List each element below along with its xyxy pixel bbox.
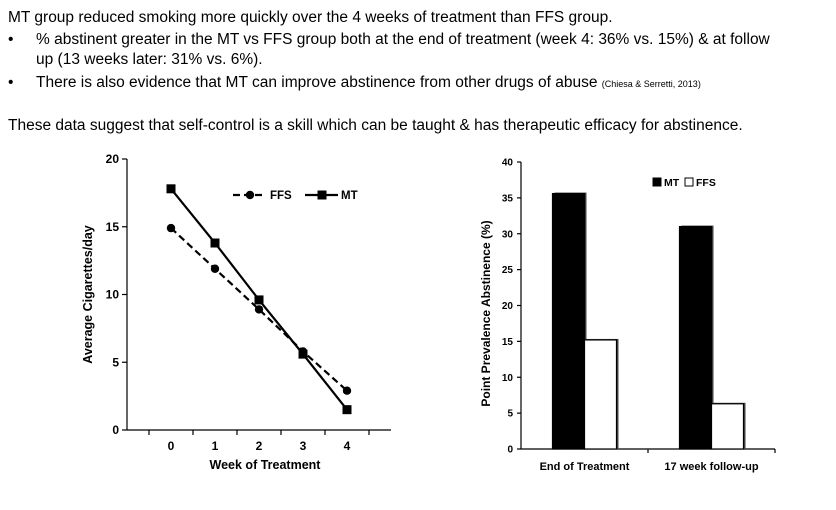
data-point [210, 264, 220, 273]
legend-swatch-ffs [684, 177, 694, 187]
series-line-ffs [170, 227, 348, 392]
bullet-text-line: % abstinent greater in the MT vs FFS gro… [36, 31, 770, 48]
bullet-text-line: up (13 weeks later: 31% vs. 6%). [36, 51, 263, 68]
x-tick-label: End of Treatment [540, 461, 630, 473]
bullet-icon: • [8, 31, 14, 48]
legend-swatch-mt [652, 177, 662, 187]
data-point [254, 305, 264, 314]
conclusion-text: These data suggest that self-control is … [8, 117, 743, 134]
line-chart: 0 5 10 15 20 0 1 2 3 4 Week of Treatment Average Ci… [81, 152, 391, 472]
legend-label-ffs: FFS [696, 177, 716, 189]
y-tick-label: 30 [502, 229, 514, 240]
y-tick-label: 25 [502, 265, 514, 276]
y-tick-label: 20 [106, 152, 120, 166]
x-tick-label: 1 [212, 439, 219, 453]
bar-mt [678, 225, 713, 450]
bullet-item: • % abstinent greater in the MT vs FFS g… [8, 30, 836, 74]
bar-mt [551, 192, 586, 450]
bar-ffs [710, 403, 745, 450]
x-tick-label: 3 [300, 439, 307, 453]
y-tick-label: 0 [507, 445, 513, 456]
data-point [210, 238, 220, 248]
data-point [254, 295, 264, 305]
x-tick-label: 0 [168, 439, 175, 453]
y-axis-label: Average Cigarettes/day [81, 225, 95, 364]
bar-ffs [583, 339, 618, 450]
data-point [342, 386, 352, 395]
y-tick-label: 35 [502, 193, 514, 204]
slide-heading: MT group reduced smoking more quickly ov… [8, 9, 613, 26]
y-tick-label: 15 [502, 337, 514, 348]
x-tick-label: 2 [256, 439, 263, 453]
data-point [166, 184, 176, 194]
y-tick-label: 20 [502, 301, 514, 312]
bullet-item: • There is also evidence that MT can imp… [8, 73, 836, 95]
y-tick-label: 15 [106, 220, 120, 234]
chart-legend: MT FFS [652, 177, 716, 189]
bullet-icon: • [8, 74, 14, 91]
y-tick-label: 10 [502, 373, 514, 384]
x-axis-label: Week of Treatment [210, 458, 322, 472]
x-tick-label: 17 week follow-up [664, 461, 758, 473]
y-tick-label: 5 [507, 409, 513, 420]
legend-label-mt: MT [341, 190, 358, 202]
legend-label-mt: MT [664, 177, 680, 189]
bullet-text-line: There is also evidence that MT can impro… [36, 74, 598, 91]
legend-marker-ffs [245, 190, 255, 200]
legend-marker-mt [317, 190, 327, 200]
legend-label-ffs: FFS [270, 190, 292, 202]
y-tick-label: 40 [502, 158, 514, 169]
y-axis-label: Point Prevalence Abstinence (%) [479, 220, 493, 406]
y-tick-label: 0 [112, 423, 119, 437]
x-tick-label: 4 [344, 439, 351, 453]
citation: (Chiesa & Serretti, 2013) [601, 79, 701, 89]
data-point [342, 405, 352, 415]
data-point [166, 223, 176, 233]
y-tick-label: 5 [112, 355, 119, 369]
chart-legend: FFS MT [233, 190, 358, 202]
data-point [298, 349, 308, 359]
y-tick-label: 10 [106, 288, 120, 302]
bar-chart: 0 5 10 15 20 25 30 35 40 Point Prevalence Abstine… [479, 158, 776, 473]
